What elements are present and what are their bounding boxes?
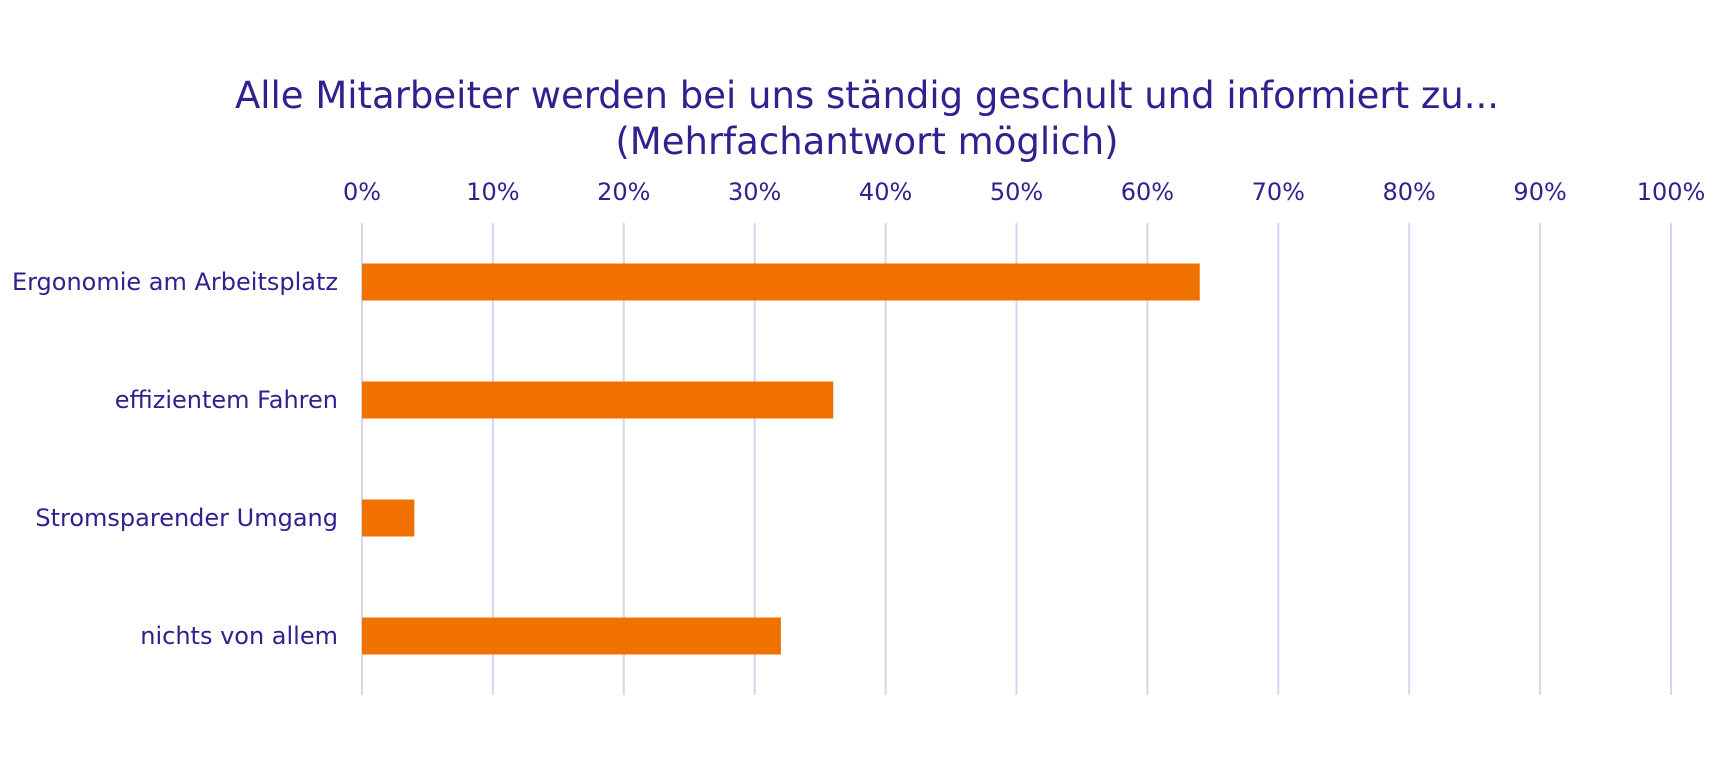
bar [362, 263, 1200, 301]
gridlines [361, 223, 1672, 695]
x-tick-label: 30% [728, 178, 781, 206]
chart-title-line-1: Alle Mitarbeiter werden bei uns ständig … [235, 74, 1499, 117]
x-tick-label: 100% [1637, 178, 1706, 206]
x-tick-label: 70% [1252, 178, 1305, 206]
x-tick-label: 90% [1513, 178, 1566, 206]
x-tick-label: 20% [597, 178, 650, 206]
x-tick-label: 50% [990, 178, 1043, 206]
x-axis-tick-labels: 0% 10% 20% 30% 40% 50% 60% 70% 80% 90% 100% [343, 178, 1705, 206]
category-label: Ergonomie am Arbeitsplatz [12, 268, 338, 296]
category-label: nichts von allem [140, 622, 338, 650]
x-tick-label: 80% [1383, 178, 1436, 206]
bar [362, 381, 834, 419]
bar [362, 499, 415, 537]
category-labels: Ergonomie am Arbeitsplatz effizientem Fah… [12, 268, 338, 650]
x-tick-label: 60% [1121, 178, 1174, 206]
bars [362, 263, 1200, 655]
x-tick-label: 0% [343, 178, 381, 206]
category-label: effizientem Fahren [115, 386, 338, 414]
x-tick-label: 40% [859, 178, 912, 206]
chart-title: Alle Mitarbeiter werden bei uns ständig … [235, 74, 1499, 163]
chart-title-line-2: (Mehrfachantwort möglich) [615, 120, 1118, 163]
x-tick-label: 10% [466, 178, 519, 206]
bar [362, 617, 781, 655]
category-label: Stromsparender Umgang [35, 504, 338, 532]
